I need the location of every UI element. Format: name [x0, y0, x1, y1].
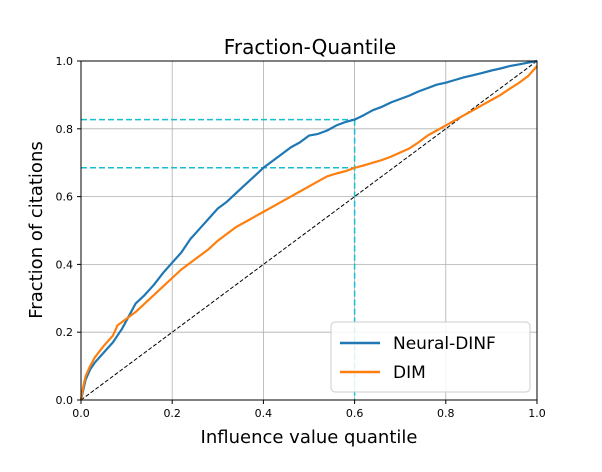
y-tick-label-2: 0.4 — [56, 258, 74, 271]
x-tick-label-2: 0.4 — [255, 407, 273, 420]
legend-label-dim: DIM — [393, 363, 426, 383]
y-tick-label-0: 0.0 — [56, 394, 74, 407]
y-tick-label-5: 1.0 — [56, 55, 74, 68]
series-line-dim — [79, 65, 538, 401]
legend: Neural-DINF DIM — [330, 321, 531, 393]
x-tick-label-3: 0.6 — [346, 407, 364, 420]
guide-lines — [81, 118, 356, 400]
x-axis-ticks: 0.0 0.2 0.4 0.6 0.8 1.0 — [72, 400, 546, 420]
reference-diagonal-line — [80, 60, 538, 401]
series-lines — [79, 59, 538, 401]
legend-label-neural-dinf: Neural-DINF — [393, 334, 496, 354]
y-tick-label-1: 0.2 — [56, 326, 74, 339]
series-line-neural-dinf — [79, 59, 538, 401]
chart-title: Fraction-Quantile — [224, 35, 396, 59]
y-tick-label-3: 0.6 — [56, 191, 74, 204]
plot-frame — [80, 60, 538, 401]
x-tick-label-0: 0.0 — [72, 407, 90, 420]
y-tick-label-4: 0.8 — [56, 123, 74, 136]
x-axis-label: Influence value quantile — [201, 427, 418, 448]
x-tick-label-4: 0.8 — [437, 407, 455, 420]
x-tick-label-5: 1.0 — [528, 407, 546, 420]
y-axis-ticks: 0.0 0.2 0.4 0.6 0.8 1.0 — [56, 55, 81, 407]
x-tick-label-1: 0.2 — [163, 407, 181, 420]
legend-box — [330, 321, 531, 393]
y-axis-label: Fraction of citations — [26, 141, 47, 319]
